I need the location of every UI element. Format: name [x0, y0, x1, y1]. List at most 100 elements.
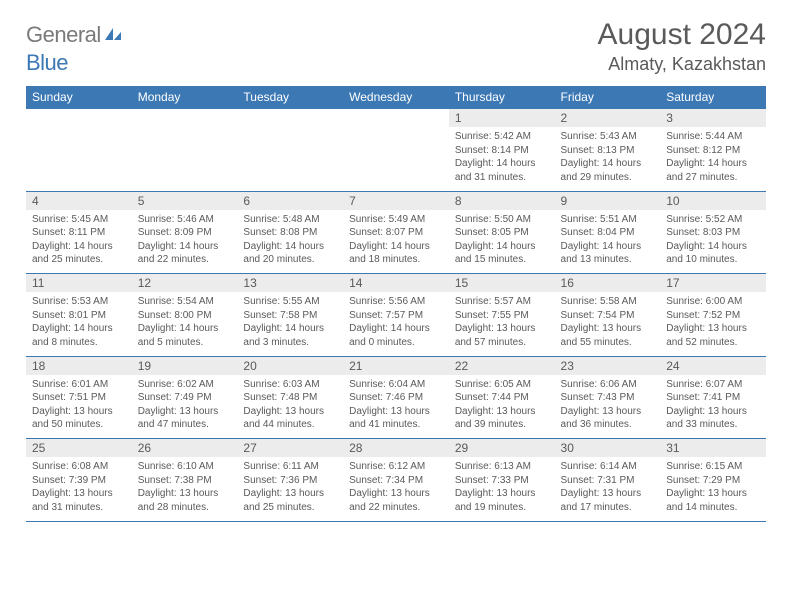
col-tuesday: Tuesday: [237, 86, 343, 109]
sunset: Sunset: 8:11 PM: [32, 226, 126, 240]
sunrise: Sunrise: 6:13 AM: [455, 460, 549, 474]
daylight: Daylight: 13 hours and 14 minutes.: [666, 487, 760, 514]
sunrise: Sunrise: 6:15 AM: [666, 460, 760, 474]
logo-text-blue: Blue: [26, 50, 68, 75]
sunrise: Sunrise: 5:56 AM: [349, 295, 443, 309]
daylight: Daylight: 13 hours and 25 minutes.: [243, 487, 337, 514]
day-info: Sunrise: 5:42 AMSunset: 8:14 PMDaylight:…: [449, 127, 555, 191]
sunrise: Sunrise: 6:14 AM: [561, 460, 655, 474]
logo: General Blue: [26, 22, 123, 76]
sunrise: Sunrise: 6:10 AM: [138, 460, 232, 474]
daylight: Daylight: 14 hours and 10 minutes.: [666, 240, 760, 267]
day-info: [132, 127, 238, 191]
sunset: Sunset: 7:55 PM: [455, 309, 549, 323]
sunset: Sunset: 8:04 PM: [561, 226, 655, 240]
day-number: 25: [26, 439, 132, 458]
sunset: Sunset: 7:41 PM: [666, 391, 760, 405]
day-number: 24: [660, 356, 766, 375]
daylight: Daylight: 14 hours and 3 minutes.: [243, 322, 337, 349]
daylight: Daylight: 14 hours and 22 minutes.: [138, 240, 232, 267]
location: Almaty, Kazakhstan: [598, 54, 766, 75]
daylight: Daylight: 13 hours and 28 minutes.: [138, 487, 232, 514]
day-info: Sunrise: 5:49 AMSunset: 8:07 PMDaylight:…: [343, 210, 449, 274]
logo-text-gray: General: [26, 22, 101, 47]
day-info: Sunrise: 5:43 AMSunset: 8:13 PMDaylight:…: [555, 127, 661, 191]
title-block: August 2024 Almaty, Kazakhstan: [598, 18, 766, 75]
sunset: Sunset: 8:01 PM: [32, 309, 126, 323]
sunrise: Sunrise: 5:58 AM: [561, 295, 655, 309]
sunrise: Sunrise: 6:05 AM: [455, 378, 549, 392]
sunset: Sunset: 7:48 PM: [243, 391, 337, 405]
day-number: 3: [660, 109, 766, 128]
day-number: 15: [449, 274, 555, 293]
day-info: Sunrise: 5:48 AMSunset: 8:08 PMDaylight:…: [237, 210, 343, 274]
daylight: Daylight: 13 hours and 36 minutes.: [561, 405, 655, 432]
day-info: Sunrise: 6:02 AMSunset: 7:49 PMDaylight:…: [132, 375, 238, 439]
sunrise: Sunrise: 5:45 AM: [32, 213, 126, 227]
logo-text: General Blue: [26, 22, 123, 76]
daylight: Daylight: 14 hours and 27 minutes.: [666, 157, 760, 184]
day-info: Sunrise: 6:13 AMSunset: 7:33 PMDaylight:…: [449, 457, 555, 521]
sunset: Sunset: 8:07 PM: [349, 226, 443, 240]
day-info: Sunrise: 6:12 AMSunset: 7:34 PMDaylight:…: [343, 457, 449, 521]
day-number: 7: [343, 191, 449, 210]
day-info: Sunrise: 5:52 AMSunset: 8:03 PMDaylight:…: [660, 210, 766, 274]
day-info: Sunrise: 6:14 AMSunset: 7:31 PMDaylight:…: [555, 457, 661, 521]
day-number: 10: [660, 191, 766, 210]
sunset: Sunset: 7:33 PM: [455, 474, 549, 488]
day-info: Sunrise: 6:15 AMSunset: 7:29 PMDaylight:…: [660, 457, 766, 521]
day-info: Sunrise: 6:07 AMSunset: 7:41 PMDaylight:…: [660, 375, 766, 439]
day-number: 9: [555, 191, 661, 210]
week-0-info: Sunrise: 5:42 AMSunset: 8:14 PMDaylight:…: [26, 127, 766, 191]
sunset: Sunset: 8:12 PM: [666, 144, 760, 158]
col-sunday: Sunday: [26, 86, 132, 109]
daylight: Daylight: 13 hours and 44 minutes.: [243, 405, 337, 432]
day-number: 19: [132, 356, 238, 375]
day-number: 29: [449, 439, 555, 458]
sunrise: Sunrise: 6:02 AM: [138, 378, 232, 392]
sunset: Sunset: 8:05 PM: [455, 226, 549, 240]
day-info: Sunrise: 5:57 AMSunset: 7:55 PMDaylight:…: [449, 292, 555, 356]
daylight: Daylight: 14 hours and 0 minutes.: [349, 322, 443, 349]
sunrise: Sunrise: 5:50 AM: [455, 213, 549, 227]
day-info: Sunrise: 6:06 AMSunset: 7:43 PMDaylight:…: [555, 375, 661, 439]
sunset: Sunset: 7:43 PM: [561, 391, 655, 405]
daylight: Daylight: 14 hours and 15 minutes.: [455, 240, 549, 267]
sunrise: Sunrise: 6:07 AM: [666, 378, 760, 392]
day-number: 31: [660, 439, 766, 458]
daylight: Daylight: 13 hours and 33 minutes.: [666, 405, 760, 432]
sunset: Sunset: 7:49 PM: [138, 391, 232, 405]
sunrise: Sunrise: 5:55 AM: [243, 295, 337, 309]
day-number: [343, 109, 449, 128]
day-info: Sunrise: 6:03 AMSunset: 7:48 PMDaylight:…: [237, 375, 343, 439]
week-4-info: Sunrise: 6:08 AMSunset: 7:39 PMDaylight:…: [26, 457, 766, 521]
daylight: Daylight: 14 hours and 13 minutes.: [561, 240, 655, 267]
sunrise: Sunrise: 5:42 AM: [455, 130, 549, 144]
daylight: Daylight: 13 hours and 17 minutes.: [561, 487, 655, 514]
daylight: Daylight: 14 hours and 5 minutes.: [138, 322, 232, 349]
sunrise: Sunrise: 6:08 AM: [32, 460, 126, 474]
daylight: Daylight: 13 hours and 55 minutes.: [561, 322, 655, 349]
day-number: 26: [132, 439, 238, 458]
sunrise: Sunrise: 5:51 AM: [561, 213, 655, 227]
day-number: 20: [237, 356, 343, 375]
logo-sail-icon: [103, 22, 123, 48]
day-number: 12: [132, 274, 238, 293]
sunrise: Sunrise: 5:46 AM: [138, 213, 232, 227]
sunset: Sunset: 7:34 PM: [349, 474, 443, 488]
daylight: Daylight: 13 hours and 47 minutes.: [138, 405, 232, 432]
sunset: Sunset: 7:38 PM: [138, 474, 232, 488]
daylight: Daylight: 14 hours and 31 minutes.: [455, 157, 549, 184]
day-number: 17: [660, 274, 766, 293]
daylight: Daylight: 14 hours and 18 minutes.: [349, 240, 443, 267]
day-info: Sunrise: 6:11 AMSunset: 7:36 PMDaylight:…: [237, 457, 343, 521]
daylight: Daylight: 13 hours and 50 minutes.: [32, 405, 126, 432]
sunrise: Sunrise: 6:12 AM: [349, 460, 443, 474]
day-number: 11: [26, 274, 132, 293]
sunset: Sunset: 7:36 PM: [243, 474, 337, 488]
day-number: 16: [555, 274, 661, 293]
week-3-info: Sunrise: 6:01 AMSunset: 7:51 PMDaylight:…: [26, 375, 766, 439]
sunrise: Sunrise: 6:00 AM: [666, 295, 760, 309]
day-number: 6: [237, 191, 343, 210]
day-info: Sunrise: 5:54 AMSunset: 8:00 PMDaylight:…: [132, 292, 238, 356]
